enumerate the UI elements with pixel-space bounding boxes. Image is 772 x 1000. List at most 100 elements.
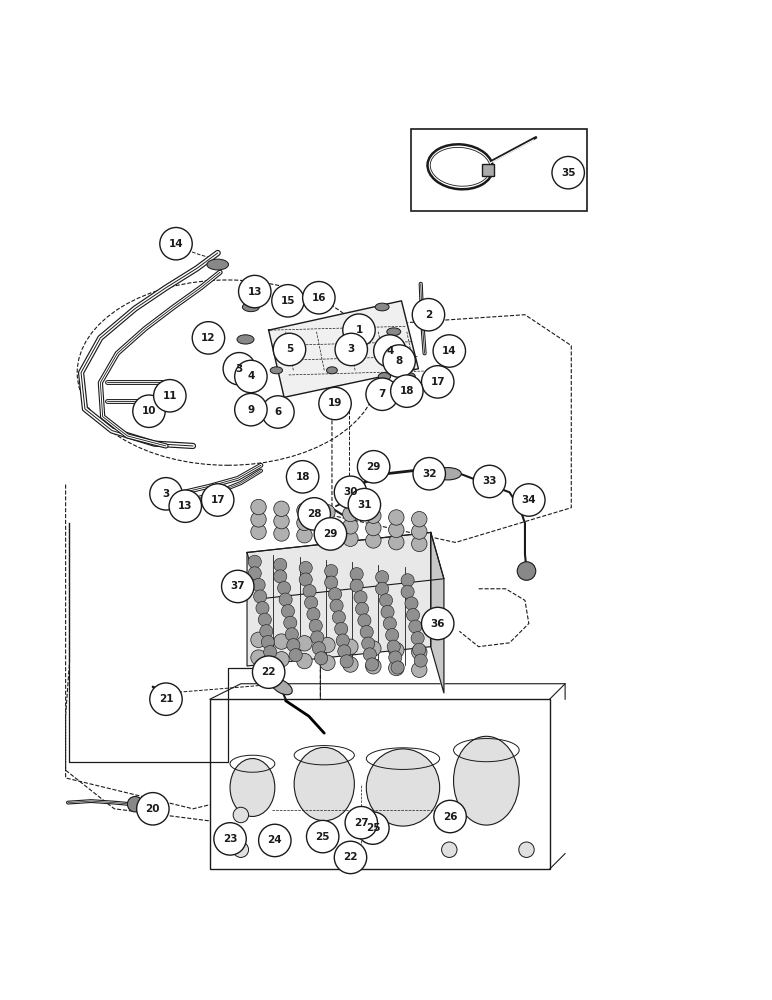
Circle shape: [251, 632, 266, 648]
Ellipse shape: [387, 328, 401, 336]
Circle shape: [150, 478, 182, 510]
Circle shape: [343, 519, 358, 534]
Text: 31: 31: [357, 500, 371, 510]
Circle shape: [273, 333, 306, 366]
Circle shape: [434, 800, 466, 833]
Circle shape: [303, 585, 317, 598]
Circle shape: [251, 524, 266, 539]
Circle shape: [127, 796, 143, 812]
Circle shape: [248, 555, 261, 568]
Circle shape: [304, 596, 318, 609]
Circle shape: [337, 645, 350, 658]
Circle shape: [274, 526, 290, 541]
Text: 13: 13: [248, 287, 262, 297]
Text: 34: 34: [522, 495, 536, 505]
Circle shape: [552, 156, 584, 189]
Circle shape: [388, 522, 404, 538]
Circle shape: [343, 531, 358, 546]
Ellipse shape: [242, 302, 259, 312]
Text: 26: 26: [443, 812, 457, 822]
Circle shape: [262, 396, 294, 428]
Circle shape: [274, 652, 290, 667]
Text: 7: 7: [378, 389, 386, 399]
Text: 32: 32: [422, 469, 436, 479]
Circle shape: [320, 517, 335, 532]
Circle shape: [296, 528, 312, 543]
Circle shape: [283, 616, 296, 629]
Circle shape: [277, 581, 290, 595]
Circle shape: [442, 842, 457, 857]
Text: 14: 14: [169, 239, 183, 249]
Circle shape: [330, 599, 343, 612]
Circle shape: [388, 651, 402, 664]
Polygon shape: [269, 301, 418, 397]
Circle shape: [336, 634, 349, 647]
Circle shape: [279, 593, 292, 606]
Circle shape: [513, 484, 545, 516]
Circle shape: [422, 607, 454, 640]
Text: 18: 18: [296, 472, 310, 482]
Circle shape: [414, 654, 427, 667]
Circle shape: [239, 275, 271, 308]
Circle shape: [235, 360, 267, 393]
Text: 18: 18: [400, 386, 414, 396]
Circle shape: [259, 824, 291, 857]
Text: 9: 9: [247, 405, 255, 415]
Circle shape: [274, 501, 290, 517]
Ellipse shape: [378, 373, 391, 380]
Circle shape: [391, 661, 405, 674]
Circle shape: [391, 375, 423, 407]
Text: 13: 13: [178, 501, 192, 511]
Text: 3: 3: [235, 364, 243, 374]
Circle shape: [411, 662, 427, 677]
Circle shape: [409, 620, 422, 633]
Polygon shape: [247, 532, 444, 599]
Text: 23: 23: [223, 834, 237, 844]
Circle shape: [411, 524, 427, 539]
Text: 28: 28: [307, 509, 321, 519]
Circle shape: [388, 643, 404, 658]
Circle shape: [381, 605, 394, 619]
Circle shape: [300, 561, 312, 574]
Circle shape: [235, 393, 267, 426]
Circle shape: [296, 636, 312, 651]
Circle shape: [169, 490, 201, 522]
Circle shape: [310, 631, 323, 644]
Ellipse shape: [270, 367, 283, 374]
Text: 19: 19: [328, 398, 342, 408]
Text: 17: 17: [211, 495, 225, 505]
Circle shape: [273, 558, 286, 571]
Circle shape: [251, 512, 266, 527]
Circle shape: [401, 585, 414, 598]
Circle shape: [296, 515, 312, 531]
Ellipse shape: [318, 303, 330, 311]
Circle shape: [263, 646, 276, 659]
Ellipse shape: [294, 747, 354, 821]
Circle shape: [286, 639, 300, 652]
Circle shape: [259, 625, 273, 638]
Circle shape: [473, 465, 506, 498]
Circle shape: [357, 812, 389, 844]
Circle shape: [223, 353, 256, 385]
Circle shape: [387, 640, 400, 653]
Circle shape: [422, 366, 454, 398]
Text: 8: 8: [395, 356, 403, 366]
Circle shape: [296, 503, 312, 518]
Circle shape: [366, 378, 398, 410]
Circle shape: [366, 508, 381, 523]
Circle shape: [222, 570, 254, 603]
Circle shape: [274, 634, 290, 649]
Text: 3: 3: [347, 344, 355, 354]
Circle shape: [340, 655, 353, 668]
Circle shape: [411, 536, 427, 552]
Bar: [411, 129, 587, 211]
Text: 33: 33: [482, 476, 496, 486]
Text: 25: 25: [366, 823, 380, 833]
Circle shape: [366, 659, 381, 674]
Bar: [482, 164, 494, 176]
Ellipse shape: [271, 679, 293, 695]
Circle shape: [289, 649, 303, 662]
Circle shape: [233, 807, 249, 823]
Circle shape: [366, 533, 381, 548]
Ellipse shape: [286, 303, 300, 311]
